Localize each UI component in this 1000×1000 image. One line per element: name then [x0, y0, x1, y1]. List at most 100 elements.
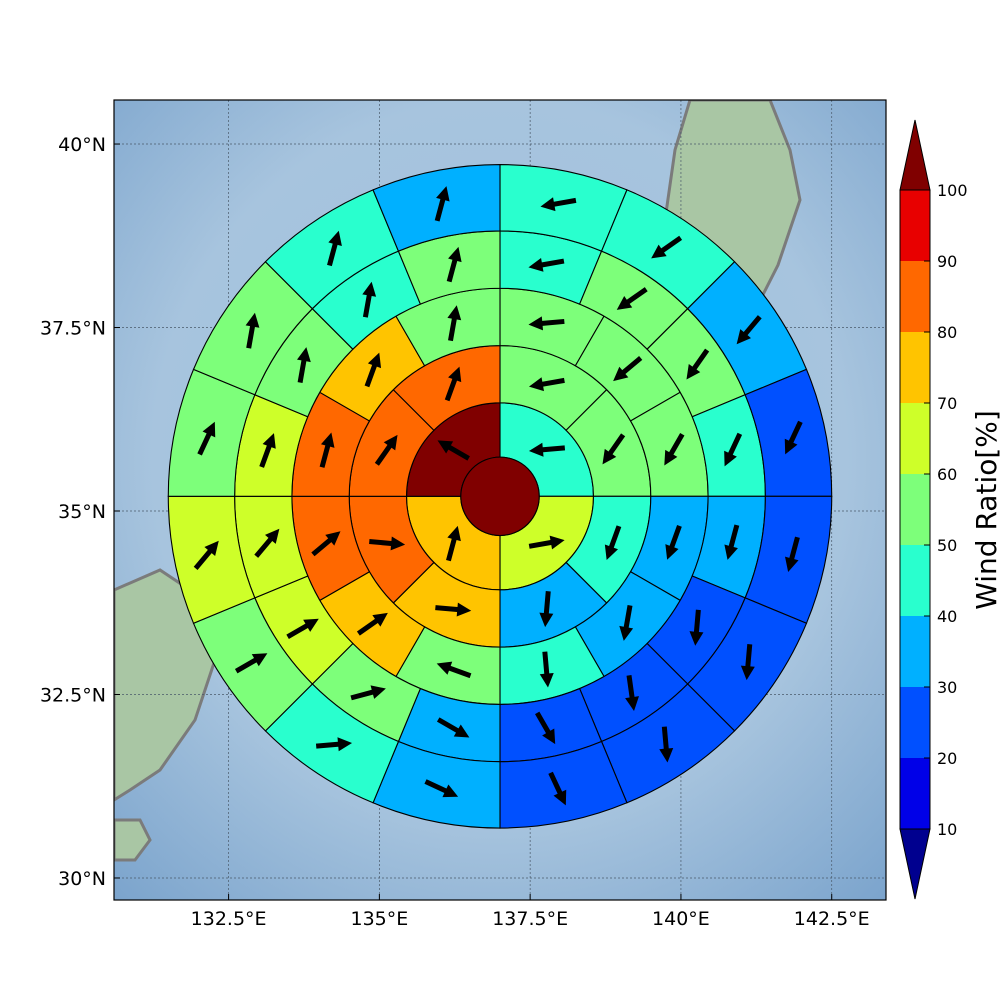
wind-arrow-ring3-8 [311, 531, 341, 557]
wind-arrow-ring5-1-shape [651, 235, 683, 259]
wind-arrow-ring6-4-shape [0, 0, 7, 18]
colorbar-tick-label-9: 100 [937, 181, 968, 200]
wind-arrow-ring2-5 [369, 536, 406, 551]
wind-arrow-ring5-11-shape [193, 540, 219, 570]
colorbar-bin-2 [900, 616, 930, 687]
wind-arrow-ring6-10 [0, 0, 7, 18]
wind-arrow-ring6-0-shape [0, 0, 7, 18]
wind-arrow-ring2-4-shape [435, 602, 472, 617]
x-tick-label-0: 132.5°E [191, 908, 267, 930]
wind-arrow-ring2-0-shape [528, 377, 565, 392]
map-area [0, 0, 886, 900]
wind-arrow-ring4-3 [724, 432, 743, 467]
wind-arrow-ring6-15-shape [0, 0, 7, 18]
wind-arrow-ring4-1 [616, 287, 648, 310]
wind-arrow-ring5-5-shape [740, 644, 755, 681]
wind-arrow-ring3-5 [539, 651, 554, 688]
colorbar-tick-label-6: 70 [937, 394, 957, 413]
land-island-south [114, 818, 152, 862]
map-frame [113, 99, 887, 901]
wind-arrow-ring6-13-shape [0, 0, 7, 18]
wind-arrow-ring5-4 [785, 536, 800, 572]
colorbar-tick-label-2: 30 [937, 678, 957, 697]
wind-arrow-ring1-2-shape [446, 525, 461, 562]
x-tick-label-3: 140°E [652, 908, 710, 930]
wind-arrow-ring6-10-shape [0, 0, 7, 18]
wind-arrow-ring3-8-shape [311, 531, 341, 557]
wind-arrow-ring4-5 [689, 609, 704, 646]
colorbar-tick-label-7: 80 [937, 323, 957, 342]
wind-arrow-ring6-6 [0, 0, 7, 18]
y-tick-label-0: 30°N [58, 868, 106, 890]
colorbar-tick-label-3: 40 [937, 607, 957, 626]
wind-arrow-ring3-4-shape [619, 605, 634, 641]
y-tick-label-4: 40°N [58, 134, 106, 156]
wind-arrow-ring6-8-shape [0, 0, 7, 18]
wind-arrow-ring4-12-shape [259, 433, 276, 468]
wind-arrow-ring5-4-shape [785, 536, 800, 572]
wind-arrow-ring6-12 [0, 0, 7, 18]
colorbar-bin-4 [900, 474, 930, 545]
sector-rings [167, 164, 833, 829]
wind-arrow-ring5-13-shape [245, 312, 260, 349]
wind-arrow-ring5-1 [651, 235, 683, 259]
y-tick-label-3: 37.5°N [40, 318, 106, 340]
wind-arrow-ring5-15 [434, 186, 450, 222]
wind-arrow-ring5-14-shape [327, 230, 342, 267]
wind-arrow-ring2-0 [528, 377, 565, 392]
colorbar-bin-5 [900, 403, 930, 474]
wind-arrow-ring3-1-shape [613, 356, 643, 382]
wind-arrow-ring2-6 [374, 434, 398, 466]
colorbar-frame [899, 189, 931, 830]
wind-arrow-ring3-10-shape [364, 352, 382, 388]
wind-arrow-ring6-2 [0, 0, 7, 18]
colorbar-bin-3 [900, 545, 930, 616]
wind-arrow-ring5-8 [424, 779, 459, 798]
colorbar-bin-6 [900, 332, 930, 403]
wind-arrow-ring4-8 [436, 717, 470, 738]
y-tick-label-2: 35°N [58, 501, 106, 523]
wind-arrow-ring6-5 [0, 0, 7, 18]
wind-arrow-ring6-13 [0, 0, 7, 18]
wind-arrow-ring5-7 [548, 771, 567, 806]
colorbar-over-triangle [899, 119, 931, 191]
wind-arrow-ring5-6 [659, 726, 674, 763]
wind-arrow-ring6-14-shape [0, 0, 7, 18]
wind-arrow-ring4-4-shape [724, 524, 740, 560]
wind-arrow-ring5-2-shape [736, 315, 762, 345]
colorbar-tick-label-0: 10 [937, 820, 957, 839]
wind-arrow-ring4-11-shape [254, 528, 280, 558]
wind-arrow-ring4-7-shape [535, 711, 556, 745]
wind-arrow-ring3-2 [664, 433, 685, 466]
wind-arrow-ring3-3 [665, 525, 682, 560]
wind-arrow-ring4-1-shape [616, 287, 648, 310]
wind-arrow-ring3-0-shape [528, 316, 565, 331]
wind-arrow-ring6-3-shape [0, 0, 7, 18]
wind-arrow-ring6-1 [0, 0, 7, 18]
wind-arrow-ring1-3 [437, 440, 470, 461]
wind-arrow-ring6-0 [0, 0, 7, 18]
wind-arrow-ring3-7-shape [356, 612, 388, 636]
wind-arrow-ring4-3-shape [724, 432, 743, 467]
wind-arrow-ring6-3 [0, 0, 7, 18]
wind-arrow-ring5-6-shape [659, 726, 674, 763]
wind-arrow-ring2-2 [604, 525, 622, 561]
colorbar-bin-8 [900, 190, 930, 261]
wind-arrow-ring5-12-shape [197, 421, 216, 456]
map-axes: 132.5°E 135°E 137.5°E 140°E 142.5°E 30°N 32.5°… [40, 134, 870, 930]
wind-arrow-ring3-10 [364, 352, 382, 388]
wind-arrow-ring5-13 [245, 312, 260, 349]
wind-arrow-ring3-5-shape [539, 651, 554, 688]
colorbar: 10 20 30 40 50 60 70 80 90 100 Wind Ratio[%] [899, 119, 1000, 900]
wind-arrow-ring4-9-shape [350, 685, 386, 701]
wind-arrow-ring4-15-shape [446, 246, 462, 283]
wind-arrow-ring2-3-shape [539, 591, 554, 628]
wind-arrow-ring5-0-shape [540, 197, 577, 212]
wind-arrow-ring4-13 [297, 347, 311, 383]
wind-arrow-ring3-9 [319, 432, 335, 468]
wind-arrow-ring5-12 [197, 421, 216, 456]
x-tick-label-4: 142.5°E [794, 908, 870, 930]
wind-arrow-ring2-2-shape [604, 525, 622, 561]
wind-arrow-ring1-3-shape [437, 440, 470, 461]
